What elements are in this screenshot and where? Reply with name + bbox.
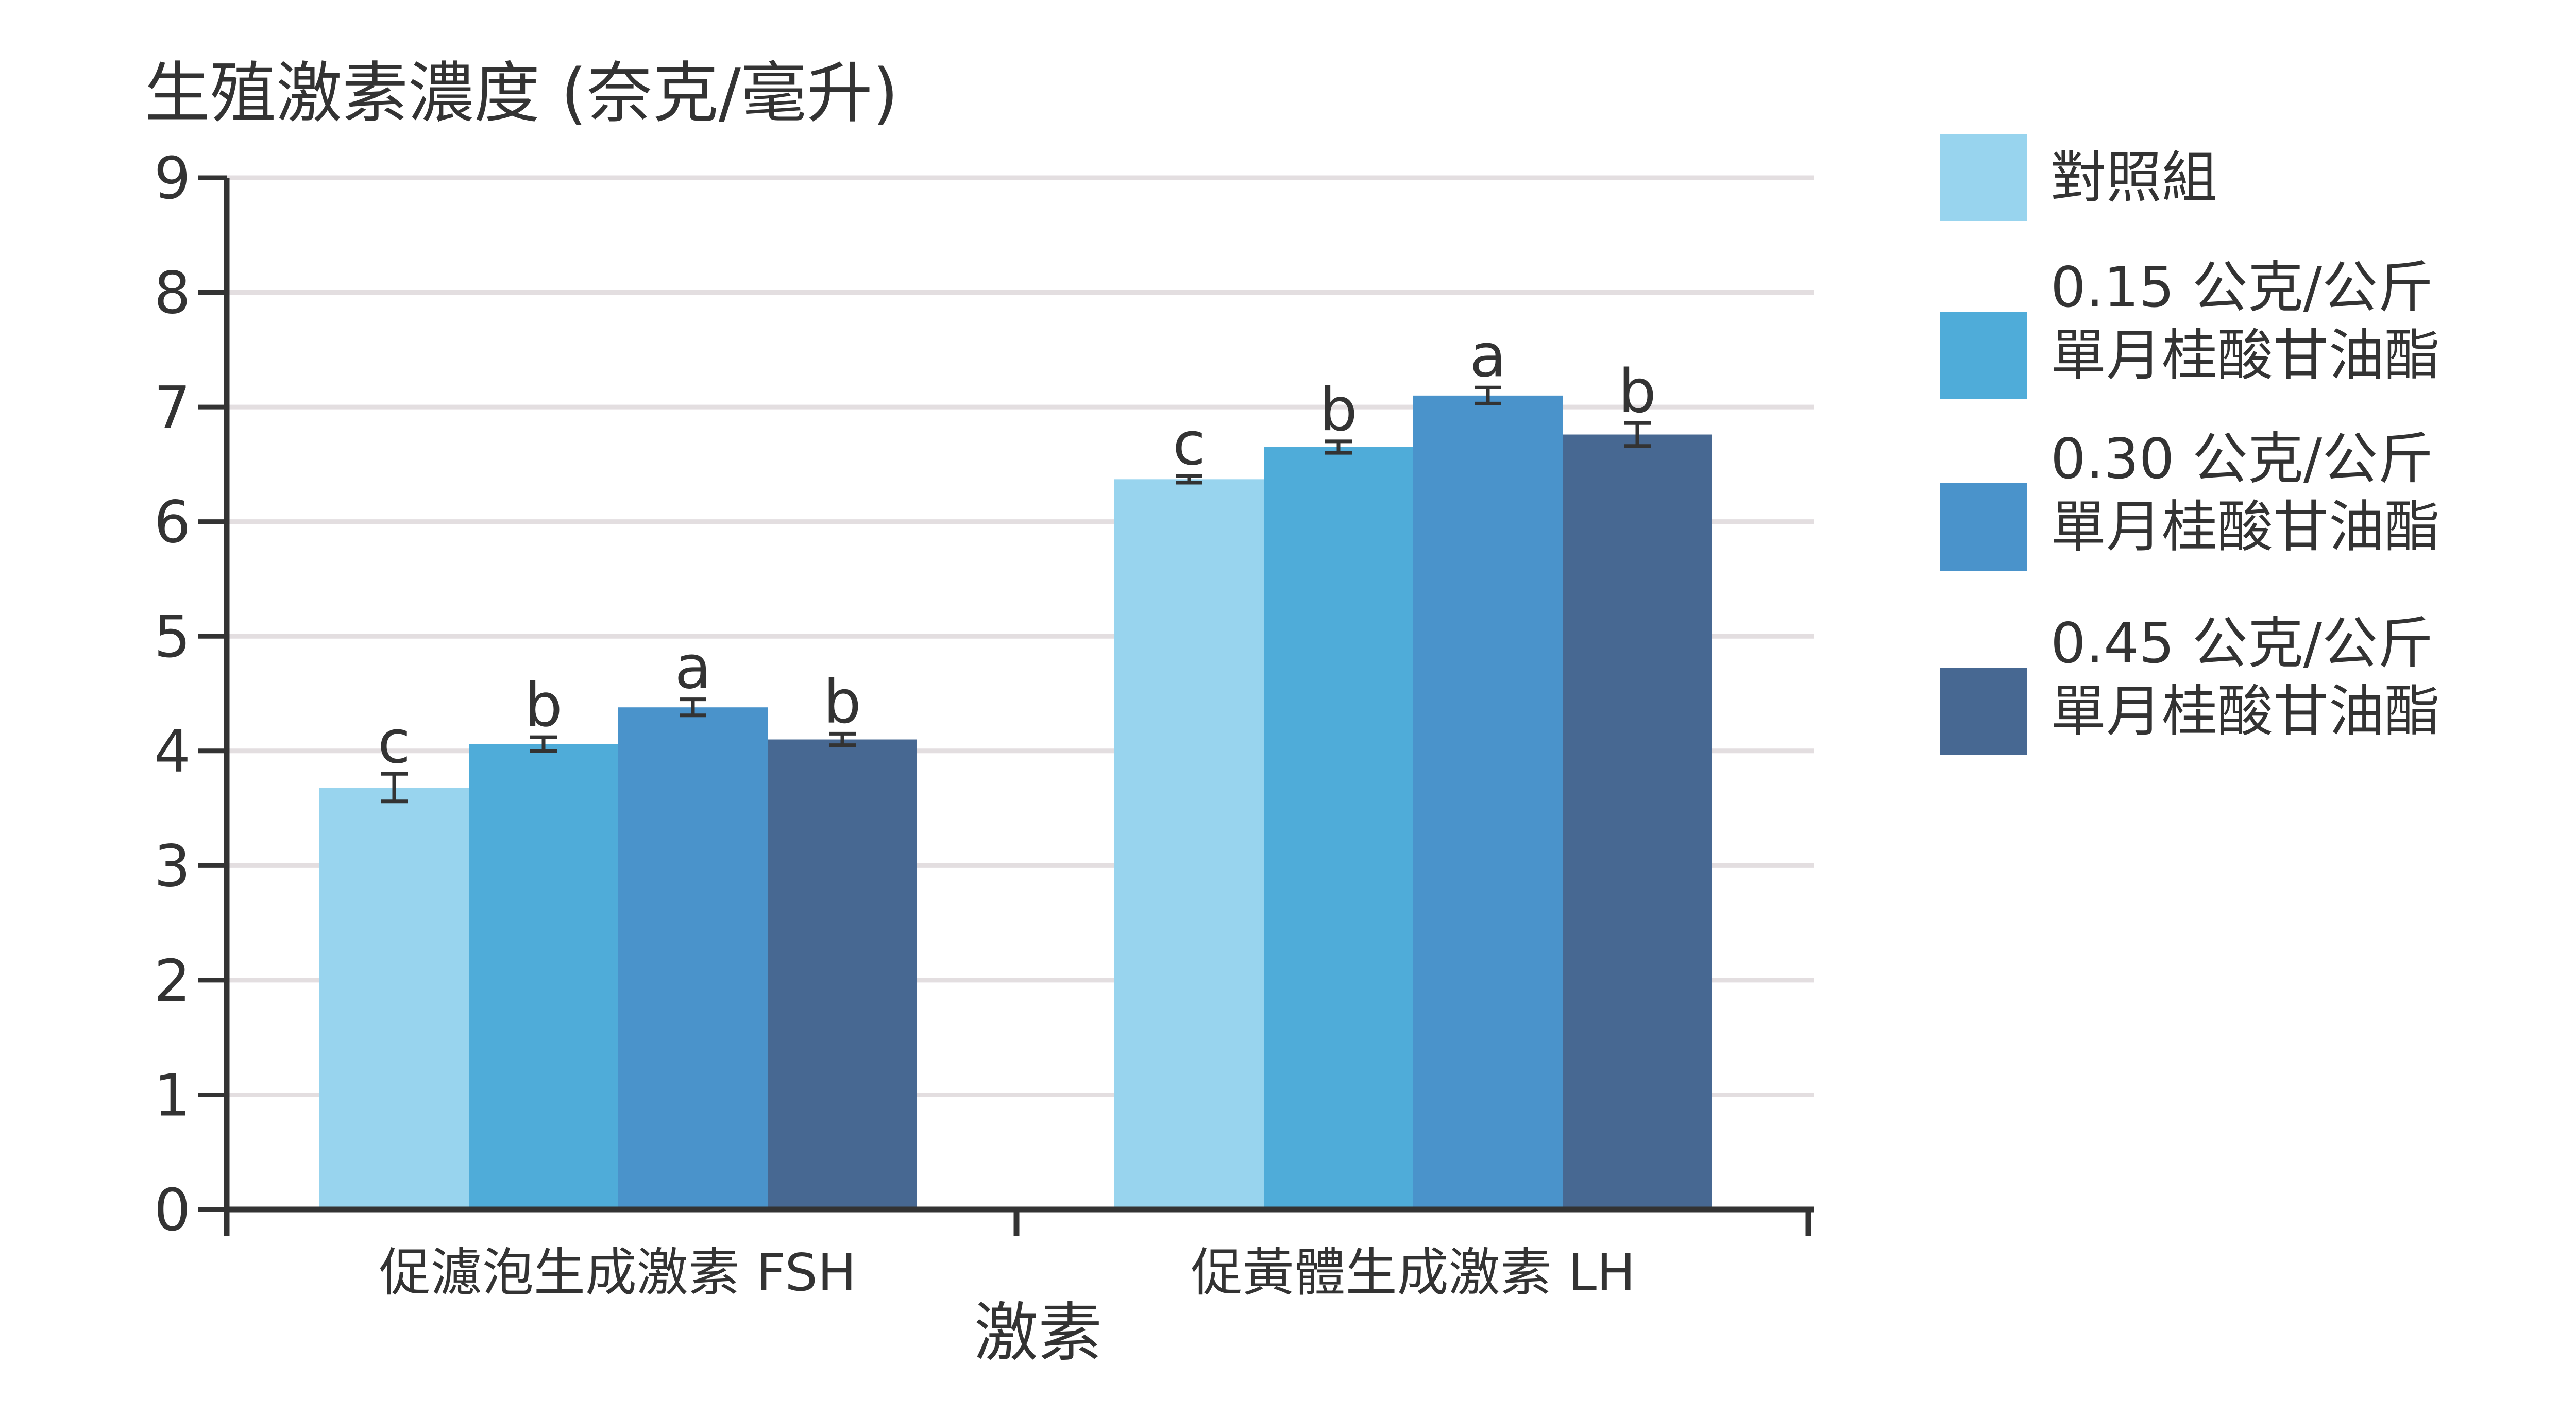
y-tick-label-7: 7: [154, 374, 191, 441]
significance-labels-group: c c b b a a b b: [378, 321, 1656, 777]
y-tick-label-0: 0: [154, 1177, 191, 1244]
legend-swatch-control: [1940, 134, 2027, 221]
error-bar-series-3-cat-0: [829, 731, 856, 747]
significance-label-series-1-cat-0: b: [524, 671, 563, 740]
error-bar-series-1-cat-1: [1325, 439, 1352, 455]
error-bar-series-0-cat-0: [381, 772, 408, 804]
bar-series-0-cat-0: [319, 787, 469, 1209]
error-bar-series-3-cat-1: [1624, 421, 1651, 448]
y-tick-label-4: 4: [154, 719, 191, 786]
y-tick-labels: 0 1 2 3 4 5 6 7 8 9: [154, 145, 191, 1244]
legend: 對照組 0.15 公克/公斤 單月桂酸甘油酯 0.30 公克/公斤 單月桂酸甘油…: [1940, 129, 2558, 798]
significance-label-series-3-cat-0: b: [823, 667, 861, 737]
error-bar-series-0-cat-1: [1176, 474, 1202, 485]
legend-label-030: 0.30 公克/公斤 單月桂酸甘油酯: [2050, 427, 2441, 559]
y-tick-label-1: 1: [154, 1062, 191, 1129]
legend-label-015: 0.15 公克/公斤 單月桂酸甘油酯: [2050, 255, 2441, 388]
bar-series-1-cat-1: [1264, 447, 1413, 1209]
x-axis-title: 激素: [974, 1296, 1102, 1370]
y-tick-label-5: 5: [154, 604, 191, 671]
significance-label-series-3-cat-1: b: [1618, 356, 1656, 426]
y-axis-title: 生殖激素濃度 (奈克/毫升): [144, 55, 899, 132]
x-category-label-0: 促濾泡生成激素 FSH: [379, 1242, 856, 1303]
error-bar-series-2-cat-0: [680, 697, 706, 718]
significance-label-series-1-cat-1: b: [1319, 375, 1358, 445]
bar-series-3-cat-0: [768, 739, 917, 1209]
x-category-label-1: 促黃體生成激素 LH: [1191, 1242, 1636, 1303]
y-tick-label-3: 3: [154, 833, 191, 900]
axes: [198, 175, 1814, 1236]
bar-series-0-cat-1: [1114, 479, 1264, 1210]
y-tick-label-9: 9: [154, 145, 191, 212]
error-bar-series-2-cat-1: [1475, 385, 1501, 405]
significance-label-series-2-cat-1: a: [1469, 321, 1506, 390]
legend-label-control: 對照組: [2050, 146, 2218, 210]
bar-series-2-cat-1: [1413, 395, 1563, 1210]
bar-series-3-cat-1: [1563, 434, 1712, 1209]
significance-label-series-0-cat-0: c: [378, 707, 411, 777]
bar-series-2-cat-0: [618, 707, 768, 1209]
legend-swatch-030: [1940, 483, 2027, 571]
legend-swatch-045: [1940, 668, 2027, 755]
error-bars-group: [381, 385, 1651, 804]
x-category-labels: 促濾泡生成激素 FSH 促黃體生成激素 LH: [379, 1242, 1635, 1303]
legend-label-045: 0.45 公克/公斤 單月桂酸甘油酯: [2050, 611, 2441, 744]
y-tick-label-2: 2: [154, 948, 191, 1015]
bar-series-1-cat-0: [469, 744, 618, 1209]
bars-group: [319, 395, 1712, 1210]
significance-label-series-0-cat-1: c: [1173, 410, 1206, 479]
y-tick-label-8: 8: [154, 260, 191, 327]
legend-swatch-015: [1940, 312, 2027, 399]
y-tick-label-6: 6: [154, 489, 191, 556]
error-bar-series-1-cat-0: [530, 735, 557, 753]
significance-label-series-2-cat-0: a: [674, 633, 711, 703]
